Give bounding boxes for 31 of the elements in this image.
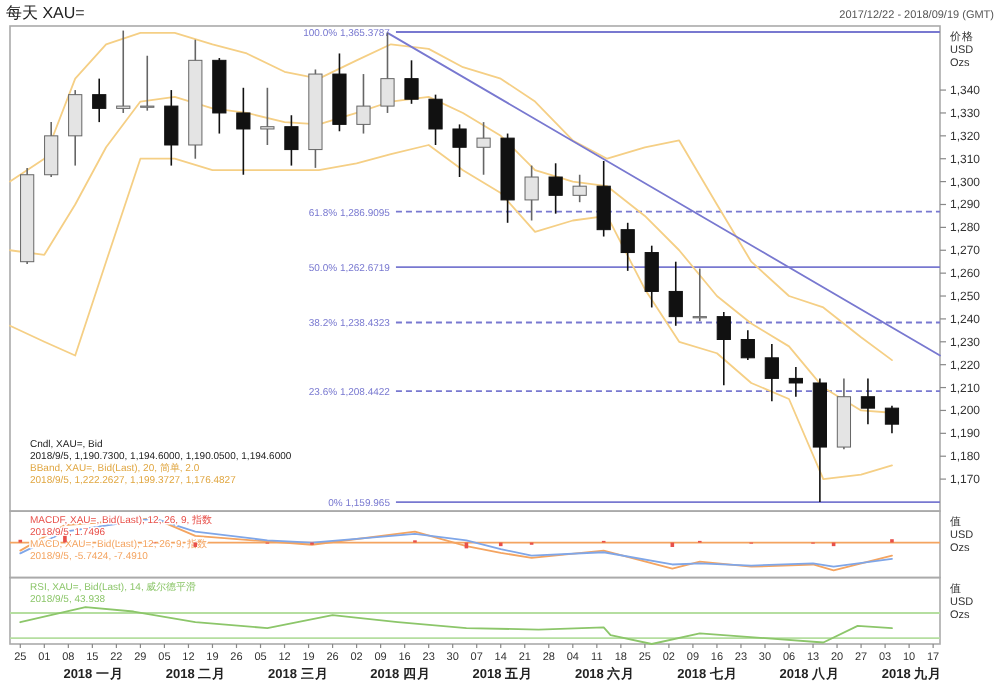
candlestick xyxy=(860,377,876,425)
candlestick xyxy=(404,59,419,105)
candlestick xyxy=(692,267,707,322)
candlestick xyxy=(788,366,803,398)
candlestick xyxy=(452,123,467,178)
candlestick xyxy=(428,93,443,146)
candlestick xyxy=(140,54,155,112)
candlestick xyxy=(68,89,83,167)
candlestick xyxy=(236,86,251,176)
candlestick xyxy=(884,405,900,435)
line-series xyxy=(9,31,893,361)
candlestick xyxy=(764,343,779,403)
candlestick xyxy=(572,173,587,203)
candlestick xyxy=(284,114,299,167)
candlestick xyxy=(164,89,179,167)
candlestick xyxy=(596,160,611,238)
candlestick xyxy=(476,121,491,176)
candlestick xyxy=(716,311,731,387)
chart-title: 每天 XAU= xyxy=(6,4,86,22)
candlestick xyxy=(548,162,563,215)
candlestick xyxy=(356,73,371,135)
candlestick xyxy=(92,77,107,123)
candlestick xyxy=(524,164,539,222)
candlestick xyxy=(116,29,131,114)
candlestick xyxy=(260,86,275,146)
candlestick xyxy=(644,244,659,309)
candlestick xyxy=(44,121,59,178)
candlestick xyxy=(668,260,683,327)
line-series xyxy=(9,144,893,480)
candlestick xyxy=(740,329,755,361)
candlestick xyxy=(620,222,635,272)
